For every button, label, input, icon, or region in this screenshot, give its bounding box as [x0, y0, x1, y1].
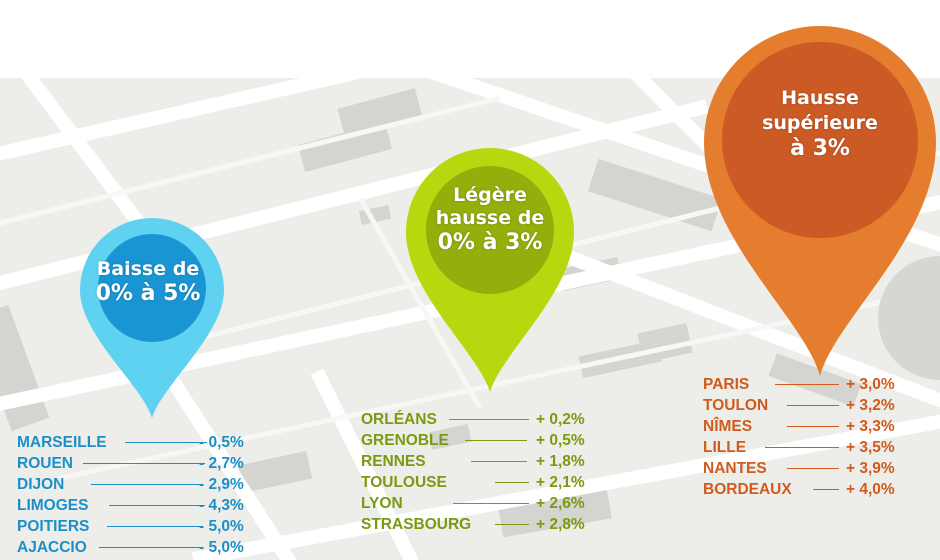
city-value: + 2,1%	[536, 474, 585, 491]
city-list-decrease: MARSEILLE - 0,5% ROUEN - 2,7% DIJON - 2,9% …	[17, 432, 257, 558]
city-value: + 0,2%	[536, 411, 585, 428]
leader-line	[91, 484, 203, 485]
city-name: TOULOUSE	[361, 474, 447, 491]
list-item: ORLÉANS + 0,2%	[361, 409, 601, 430]
leader-line	[453, 503, 529, 504]
city-list-high-increase: PARIS + 3,0% TOULON + 3,2% NÎMES + 3,3% LIL…	[703, 374, 923, 500]
city-value: + 3,5%	[846, 439, 895, 456]
list-item: NANTES + 3,9%	[703, 458, 923, 479]
city-name: GRENOBLE	[361, 432, 449, 449]
city-name: LIMOGES	[17, 497, 89, 514]
list-item: PARIS + 3,0%	[703, 374, 923, 395]
city-value: - 4,3%	[199, 497, 244, 514]
leader-line	[775, 384, 839, 385]
city-value: + 2,6%	[536, 495, 585, 512]
leader-line	[83, 463, 205, 464]
city-name: MARSEILLE	[17, 434, 107, 451]
list-item: GRENOBLE + 0,5%	[361, 430, 601, 451]
city-name: POITIERS	[17, 518, 90, 535]
city-value: + 4,0%	[846, 481, 895, 498]
city-name: LYON	[361, 495, 403, 512]
city-name: TOULON	[703, 397, 769, 414]
leader-line	[125, 442, 207, 443]
list-item: RENNES + 1,8%	[361, 451, 601, 472]
leader-line	[465, 440, 527, 441]
city-name: PARIS	[703, 376, 750, 393]
pin-title-slight-increase: Légère hausse de 0% à 3%	[435, 184, 545, 256]
city-value: - 0,5%	[199, 434, 244, 451]
list-item: AJACCIO - 5,0%	[17, 537, 257, 558]
list-item: NÎMES + 3,3%	[703, 416, 923, 437]
city-name: DIJON	[17, 476, 65, 493]
leader-line	[449, 419, 529, 420]
city-name: AJACCIO	[17, 539, 87, 556]
city-value: - 5,0%	[199, 539, 244, 556]
list-item: STRASBOURG + 2,8%	[361, 514, 601, 535]
city-value: + 0,5%	[536, 432, 585, 449]
city-name: BORDEAUX	[703, 481, 792, 498]
list-item: TOULOUSE + 2,1%	[361, 472, 601, 493]
city-value: - 5,0%	[199, 518, 244, 535]
city-name: ORLÉANS	[361, 411, 437, 428]
leader-line	[495, 524, 529, 525]
list-item: POITIERS - 5,0%	[17, 516, 257, 537]
map-pin-green	[406, 148, 574, 392]
leader-line	[99, 547, 203, 548]
leader-line	[107, 526, 203, 527]
leader-line	[787, 468, 839, 469]
city-name: STRASBOURG	[361, 516, 472, 533]
city-value: + 3,0%	[846, 376, 895, 393]
city-value: + 3,2%	[846, 397, 895, 414]
city-name: NÎMES	[703, 418, 753, 435]
leader-line	[813, 489, 839, 490]
list-item: MARSEILLE - 0,5%	[17, 432, 257, 453]
pin-title-decrease: Baisse de 0% à 5%	[95, 258, 201, 307]
list-item: DIJON - 2,9%	[17, 474, 257, 495]
city-value: + 3,9%	[846, 460, 895, 477]
leader-line	[787, 405, 839, 406]
city-name: NANTES	[703, 460, 767, 477]
leader-line	[109, 505, 205, 506]
city-value: - 2,9%	[199, 476, 244, 493]
city-name: LILLE	[703, 439, 747, 456]
map-pin-orange	[704, 26, 936, 376]
pin-title-high-increase: Hausse supérieure à 3%	[762, 87, 878, 162]
city-name: RENNES	[361, 453, 426, 470]
list-item: ROUEN - 2,7%	[17, 453, 257, 474]
city-value: + 1,8%	[536, 453, 585, 470]
leader-line	[495, 482, 529, 483]
list-item: LIMOGES - 4,3%	[17, 495, 257, 516]
list-item: LILLE + 3,5%	[703, 437, 923, 458]
city-name: ROUEN	[17, 455, 73, 472]
list-item: TOULON + 3,2%	[703, 395, 923, 416]
city-value: + 3,3%	[846, 418, 895, 435]
leader-line	[471, 461, 527, 462]
leader-line	[765, 447, 839, 448]
leader-line	[787, 426, 839, 427]
city-value: + 2,8%	[536, 516, 585, 533]
city-list-slight-increase: ORLÉANS + 0,2% GRENOBLE + 0,5% RENNES + 1,8…	[361, 409, 601, 535]
list-item: LYON + 2,6%	[361, 493, 601, 514]
list-item: BORDEAUX + 4,0%	[703, 479, 923, 500]
map-pin-blue	[80, 218, 224, 418]
city-value: - 2,7%	[199, 455, 244, 472]
